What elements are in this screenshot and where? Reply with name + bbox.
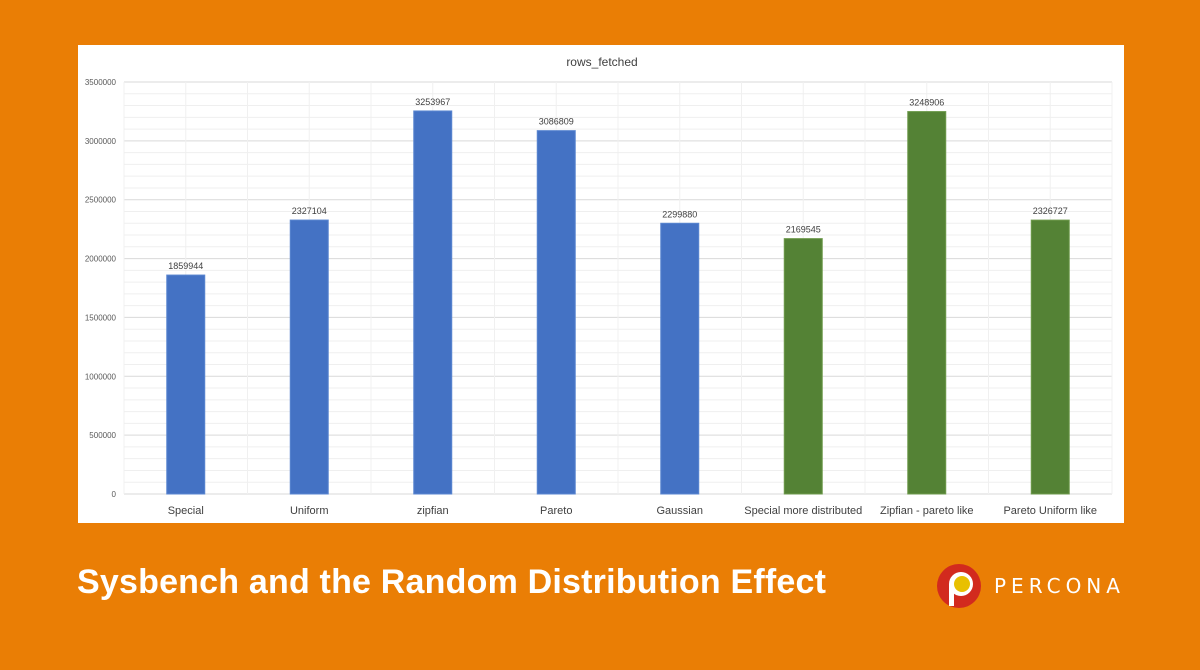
y-tick-label: 2000000	[85, 255, 117, 264]
percona-logo-icon	[937, 564, 981, 608]
bar-zipfian-pareto-like	[907, 111, 947, 495]
x-tick-label: Gaussian	[657, 505, 703, 517]
bar-pareto	[536, 130, 576, 495]
bar-zipfian	[413, 110, 453, 495]
chart-title: rows_fetched	[566, 55, 637, 69]
bar-special-more-distributed	[783, 238, 823, 495]
data-label: 2327104	[292, 206, 327, 216]
bar-gaussian	[660, 222, 700, 495]
x-tick-label: zipfian	[417, 505, 449, 517]
x-tick-label: Zipfian - pareto like	[880, 505, 974, 517]
x-tick-label: Special more distributed	[744, 505, 862, 517]
bar-chart: rows_fetched 0 500000 1000000 1500000 200000…	[85, 55, 1113, 517]
y-tick-label: 500000	[89, 431, 116, 440]
x-tick-label: Uniform	[290, 505, 329, 517]
x-tick-label: Special	[168, 505, 204, 517]
y-tick-label: 0	[112, 490, 117, 499]
bar-uniform	[289, 219, 329, 495]
data-label: 2169545	[786, 225, 821, 235]
data-label: 2326727	[1033, 206, 1068, 216]
y-tick-label: 1500000	[85, 313, 117, 322]
x-tick-label: Pareto	[540, 505, 572, 517]
y-axis-ticks: 0 500000 1000000 1500000 2000000 2500000 30000…	[85, 78, 117, 499]
y-tick-label: 2500000	[85, 196, 117, 205]
y-tick-label: 3500000	[85, 78, 117, 87]
data-label: 2299880	[662, 209, 697, 219]
bar-pareto-uniform-like	[1030, 219, 1070, 495]
x-axis-ticks: Special Uniform zipfian Pareto Gaussian Speci…	[168, 505, 1097, 517]
bars	[166, 110, 1070, 495]
y-tick-label: 1000000	[85, 372, 117, 381]
chart-panel: rows_fetched 0 500000 1000000 1500000 200000…	[78, 45, 1124, 523]
data-label: 3253967	[415, 97, 450, 107]
banner-title: Sysbench and the Random Distribution Eff…	[77, 563, 827, 601]
brand-name: PERCONA	[994, 574, 1125, 598]
x-tick-label: Pareto Uniform like	[1003, 505, 1097, 517]
data-label: 3248906	[909, 98, 944, 108]
bar-special	[166, 274, 206, 495]
data-label: 3086809	[539, 117, 574, 127]
data-label: 1859944	[168, 261, 203, 271]
y-tick-label: 3000000	[85, 137, 117, 146]
data-labels: 1859944 2327104 3253967 3086809 2299880 21695…	[168, 97, 1068, 271]
gridlines	[123, 81, 1113, 495]
